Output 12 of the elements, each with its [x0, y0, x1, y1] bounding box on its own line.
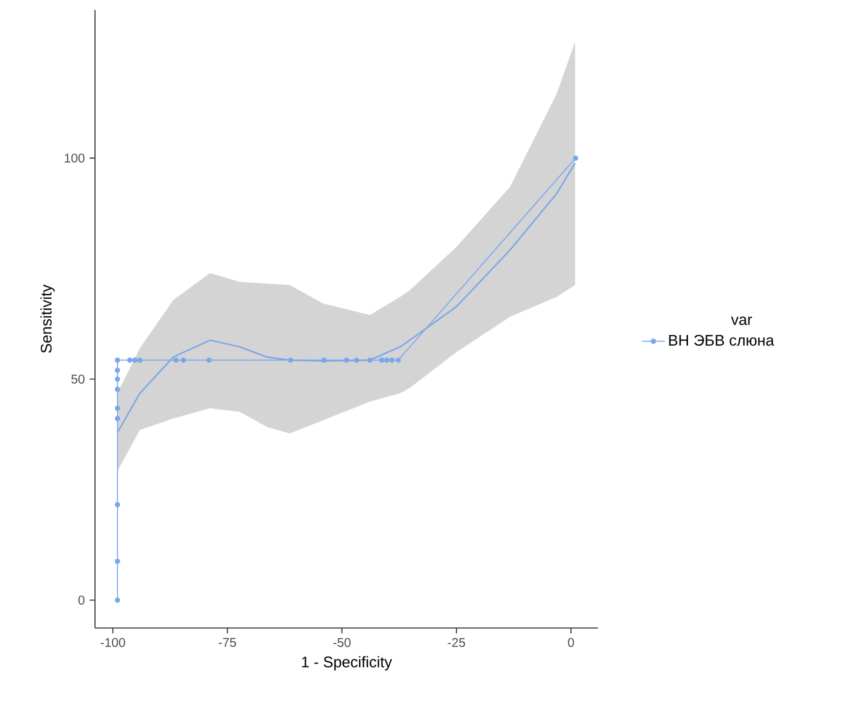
x-tick-label: -75 — [218, 638, 236, 647]
legend-title: var — [731, 316, 752, 326]
y-tick-label: 50 — [71, 374, 84, 384]
legend-label: ВН ЭБВ слюна — [669, 334, 774, 346]
x-tick-label: -100 — [100, 638, 126, 647]
x-tick-label: -25 — [448, 638, 466, 647]
x-tick-label: 0 — [568, 638, 574, 647]
x-tick-label: -50 — [333, 638, 351, 647]
y-tick-label: 100 — [64, 154, 84, 163]
y-axis-title: Sensitivity — [40, 284, 55, 353]
y-tick-label: 0 — [78, 596, 84, 605]
x-axis-title: 1 - Specificity — [302, 656, 392, 670]
